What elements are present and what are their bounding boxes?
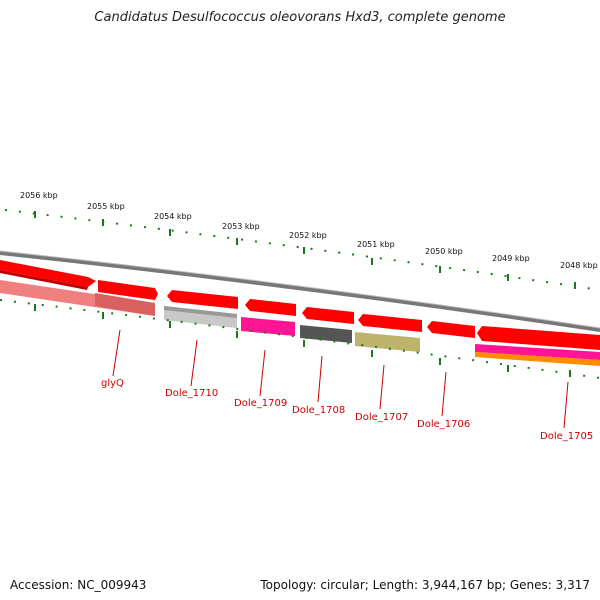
cds-arrow [358,314,422,332]
scale-label: 2049 kbp [492,254,530,263]
feature-block [475,352,600,366]
cds-arrow [167,290,238,309]
scale-label: 2050 kbp [425,247,463,256]
gene-label: Dole_1706 [417,419,470,430]
cds-features [0,260,600,350]
scale-ruler-top [4,209,600,291]
scale-minor-ticks [34,304,571,377]
scale-label: 2053 kbp [222,222,260,231]
accession-label: Accession: NC_009943 [10,578,147,592]
gene-label: Dole_1705 [540,431,593,442]
gene-label: glyQ [101,378,124,389]
feature-blocks [0,280,600,366]
scale-ruler-bottom [0,299,600,379]
genome-backbone-highlight [0,250,600,329]
cds-arrow [0,270,88,290]
map-title: Candidatus Desulfococcus oleovorans Hxd3… [94,10,506,25]
gene-label: Dole_1708 [292,405,345,416]
scale-label: 2051 kbp [357,240,395,249]
cds-arrow [427,321,475,338]
gene-label: Dole_1707 [355,412,408,423]
feature-block [475,344,600,360]
feature-block [241,317,295,336]
feature-block [95,293,155,316]
cds-arrow [477,326,600,350]
gene-label: Dole_1710 [165,388,218,399]
cds-arrow [302,307,354,324]
scale-label: 2052 kbp [289,231,327,240]
genome-backbone [0,251,600,332]
scale-major-ticks [34,211,576,289]
genome-summary-label: Topology: circular; Length: 3,944,167 bp… [260,578,590,592]
cds-arrow [245,299,296,316]
feature-block [164,306,237,318]
cds-arrow [0,260,96,287]
label-leaders [112,329,569,429]
cds-arrow [98,280,158,300]
scale-label: 2048 kbp [560,261,598,270]
scale-label: 2055 kbp [87,202,125,211]
feature-block [355,332,420,352]
feature-block [300,325,352,343]
gene-label: Dole_1709 [234,398,287,409]
scale-label: 2054 kbp [154,212,192,221]
scale-label: 2056 kbp [20,191,58,200]
